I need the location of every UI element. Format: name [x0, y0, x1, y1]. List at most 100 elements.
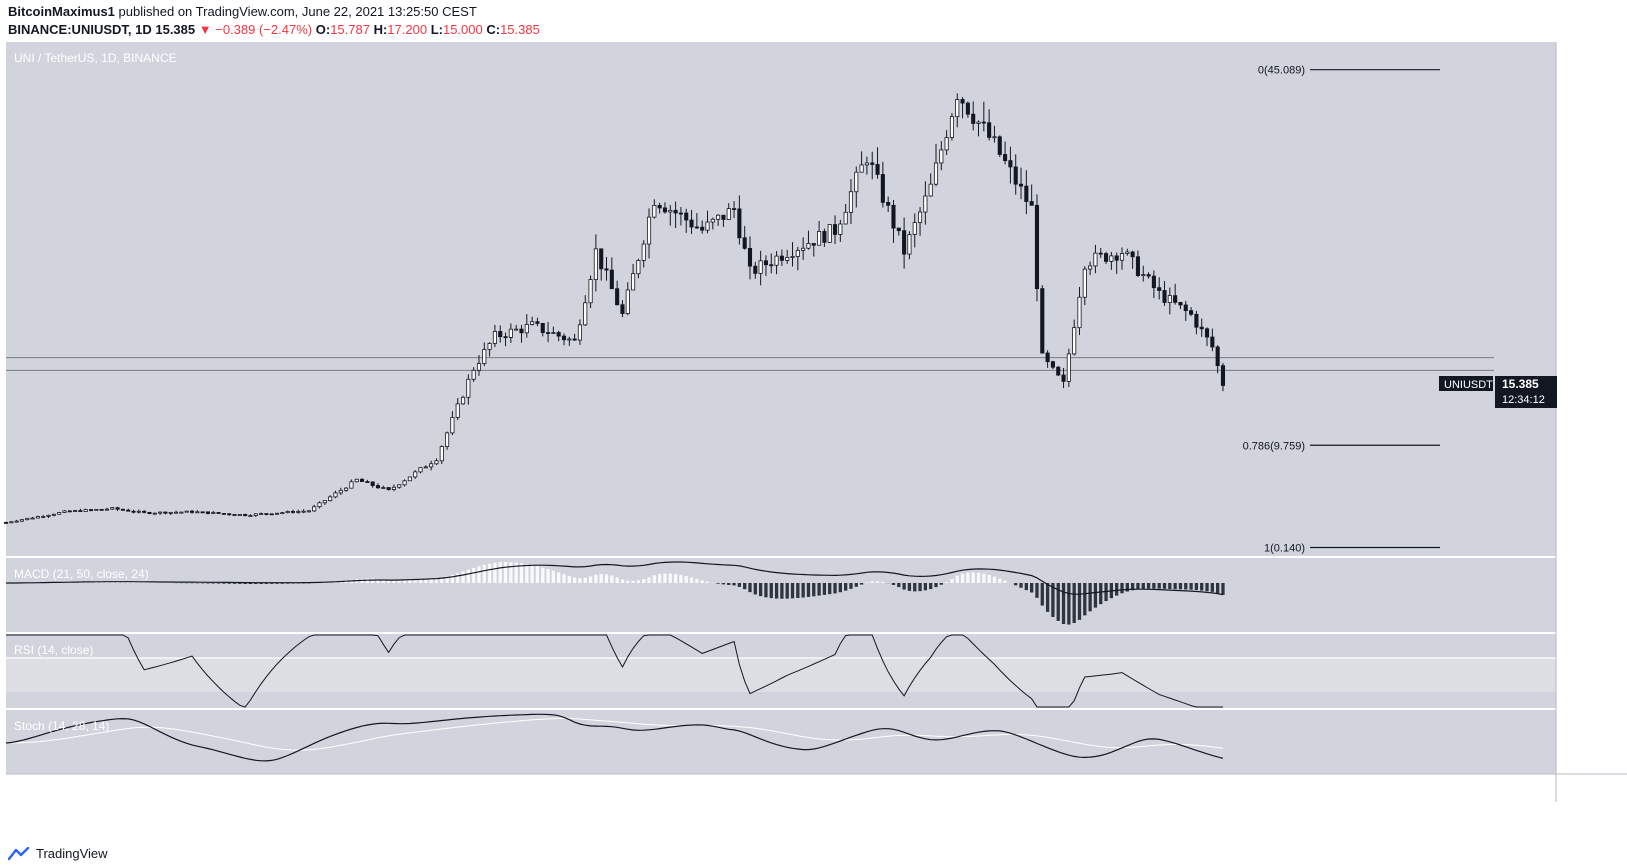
candle-body — [806, 243, 811, 249]
macd-histogram-bar — [243, 583, 247, 584]
macd-histogram-bar — [828, 583, 832, 595]
last-price-tag[interactable]: UNIUSDT 15.385 12:34:12 — [1439, 376, 1557, 408]
candle-body — [498, 331, 503, 338]
time-axis[interactable]: 16 Dec 16 2021 16 Feb Mar 16 Apr 16 May 17 Jun 16 Jul 1… — [58, 781, 1445, 793]
fibonacci-layer[interactable]: 0(45.089) 0.786(9.759) 1(0.140) — [1243, 65, 1440, 555]
macd-histogram-bar — [572, 577, 577, 583]
price-tick-label: 20.000 — [1567, 331, 1601, 343]
macd-histogram-bar — [147, 582, 152, 583]
candle-body — [1008, 160, 1013, 168]
macd-histogram-bar — [604, 574, 609, 583]
candle-body — [62, 510, 67, 513]
candle-body — [482, 349, 487, 364]
macd-histogram-bar — [131, 581, 136, 583]
candles-layer[interactable] — [3, 93, 1226, 524]
candle-body — [237, 514, 242, 516]
candle-body — [540, 323, 545, 333]
candle-body — [609, 269, 614, 290]
candle-body — [625, 289, 630, 315]
macd-histogram-bar — [907, 583, 912, 591]
time-tick-label: 16 — [696, 781, 708, 793]
macd-histogram-bar — [525, 564, 529, 583]
candle-body — [460, 396, 466, 405]
macd-histogram-bar — [429, 578, 433, 583]
macd-histogram-bar — [684, 575, 688, 583]
candle-body — [1204, 328, 1210, 338]
candle-body — [94, 508, 99, 511]
macd-histogram-bar — [1184, 583, 1188, 590]
candle-body — [386, 487, 391, 490]
macd-histogram-bar — [1205, 583, 1209, 592]
candle-body — [375, 485, 381, 489]
main-pane-background[interactable] — [6, 42, 1556, 556]
macd-histogram-bar — [944, 581, 949, 583]
candle-body — [126, 509, 131, 512]
macd-histogram-bar — [1200, 583, 1204, 591]
candle-body — [599, 248, 604, 270]
footer-brand[interactable]: TradingView — [36, 846, 108, 861]
candle-body — [333, 492, 338, 498]
author-name[interactable]: BitcoinMaximus1 — [8, 4, 115, 19]
macd-histogram-bar — [976, 572, 981, 583]
macd-histogram-bar — [934, 583, 938, 588]
macd-histogram-bar — [615, 577, 619, 583]
candle-body — [115, 507, 120, 510]
candle-body — [1157, 287, 1162, 291]
macd-histogram-bar — [1120, 583, 1124, 594]
fib-label-1: 1(0.140) — [1264, 543, 1305, 555]
macd-histogram-bar — [371, 578, 375, 583]
macd-histogram-bar — [376, 578, 380, 583]
macd-histogram-bar — [477, 566, 481, 583]
time-tick-label: Jul — [1264, 781, 1278, 793]
macd-histogram-bar — [1136, 583, 1140, 590]
stoch-pane-background[interactable] — [6, 710, 1556, 774]
macd-histogram-bar — [1141, 583, 1145, 589]
candle-body — [859, 164, 864, 173]
macd-histogram-bar — [1189, 583, 1193, 590]
countdown: 12:34:12 — [1502, 394, 1545, 406]
macd-histogram-bar — [1083, 583, 1087, 616]
macd-histogram-bar — [1099, 583, 1103, 605]
macd-line — [6, 561, 1224, 596]
macd-histogram-bar — [1221, 583, 1225, 595]
macd-histogram-bar — [859, 583, 864, 585]
candle-body — [700, 226, 705, 231]
candle-body — [684, 212, 689, 221]
chart-canvas[interactable]: 0(45.089) 0.786(9.759) 1(0.140) 44.000 40.0… — [0, 42, 1627, 832]
candle-body — [88, 509, 94, 512]
price-tick-label: 4.000 — [1573, 501, 1601, 513]
candle-body — [269, 513, 274, 516]
candle-body — [593, 248, 598, 280]
macd-histogram-bar — [1045, 583, 1050, 612]
low-label: L: — [430, 22, 443, 37]
candle-body — [992, 136, 997, 139]
macd-histogram-bar — [408, 579, 412, 583]
time-tick-label: Mar — [613, 781, 632, 793]
candle-body — [1072, 327, 1077, 355]
candle-body — [955, 99, 960, 118]
candle-body — [524, 324, 529, 334]
candle-body — [870, 162, 875, 165]
candle-body — [439, 446, 444, 462]
candle-body — [365, 481, 370, 483]
high-value: 17.200 — [387, 22, 428, 37]
candle-body — [758, 260, 763, 274]
candle-body — [1018, 183, 1024, 187]
candle-body — [822, 231, 827, 243]
macd-histogram-bar — [1115, 583, 1119, 596]
price-tick-label: 36.000 — [1567, 161, 1601, 173]
candle-body — [476, 363, 482, 371]
macd-histogram-bar — [875, 581, 880, 583]
price-scale[interactable]: 44.000 40.000 36.000 32.000 28.000 24.000 20.0… — [1567, 76, 1601, 759]
currency-label: USDT — [1588, 53, 1618, 65]
candle-body — [429, 463, 434, 468]
candle-body — [1183, 304, 1188, 312]
candle-body — [317, 502, 322, 508]
candle-body — [604, 268, 609, 271]
candle-body — [1088, 265, 1093, 270]
tradingview-logo-icon[interactable] — [8, 846, 30, 861]
macd-histogram-bar — [472, 567, 476, 583]
candle-body — [354, 478, 359, 483]
macd-histogram-bar — [238, 583, 242, 584]
candle-body — [508, 328, 513, 338]
